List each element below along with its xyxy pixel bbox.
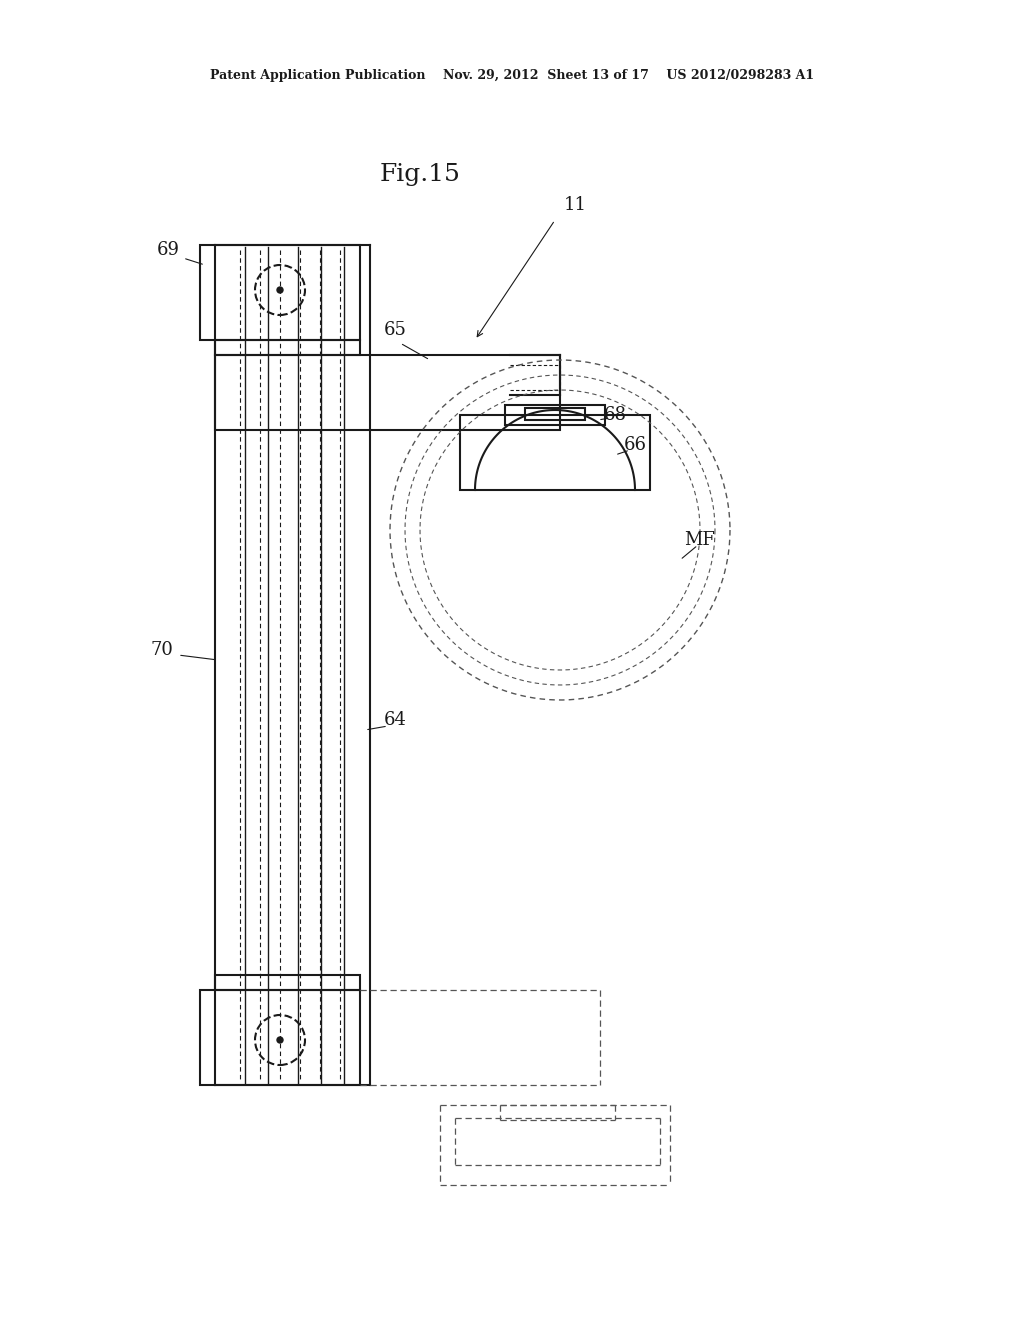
Text: 65: 65 [384,321,407,339]
Bar [215,975,360,990]
Text: MF: MF [685,531,716,549]
Bar [215,341,360,355]
Text: 70: 70 [151,642,173,659]
Bar [505,405,605,425]
Bar [200,246,360,341]
Text: Patent Application Publication    Nov. 29, 2012  Sheet 13 of 17    US 2012/02982: Patent Application Publication Nov. 29, … [210,69,814,82]
Bar [200,990,360,1085]
Bar [215,355,560,430]
Text: 68: 68 [603,407,627,424]
Text: 66: 66 [624,436,646,454]
Text: 11: 11 [563,195,587,214]
Circle shape [278,1038,283,1043]
Text: 69: 69 [157,242,179,259]
Circle shape [278,286,283,293]
Text: Fig.15: Fig.15 [380,164,461,186]
Bar [525,408,585,420]
Text: 64: 64 [384,711,407,729]
